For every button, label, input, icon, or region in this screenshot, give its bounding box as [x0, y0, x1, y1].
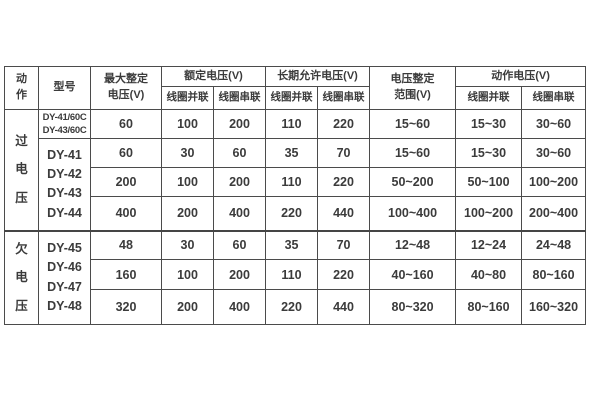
value-cell: 400 — [212, 196, 267, 231]
subheader-coil-parallel: 线圈并联 — [455, 86, 523, 110]
header-rated-voltage: 额定电压(V) — [160, 66, 267, 87]
value-cell: 100 — [161, 167, 214, 197]
value-cell: 200~400 — [521, 196, 587, 231]
value-cell: 15~60 — [369, 138, 457, 168]
subheader-coil-parallel: 线圈并联 — [161, 86, 214, 110]
value-cell: 30 — [161, 138, 214, 168]
table-row: 欠 电 压 DY-45 DY-46 DY-47 DY-48 48 30 60 3… — [4, 229, 587, 325]
subheader-coil-series: 线圈串联 — [317, 86, 371, 110]
value-cell: 100~200 — [521, 167, 587, 197]
table-row: 过 电 压 DY-41/60C DY-43/60C 60 100 200 110… — [4, 109, 587, 231]
header-operating-voltage: 动作电压(V) — [455, 66, 587, 87]
action-group-undervoltage: 欠 电 压 — [4, 229, 39, 325]
value-cell: 30~60 — [521, 109, 587, 139]
value-cell: 15~30 — [455, 138, 523, 168]
value-cell: 440 — [317, 196, 371, 231]
model-cell: DY-41/60C DY-43/60C — [38, 109, 91, 139]
value-cell: 220 — [317, 167, 371, 197]
value-cell: 80~160 — [521, 259, 587, 290]
value-cell: 200 — [161, 196, 214, 231]
value-cell: 30~60 — [521, 138, 587, 168]
header-action: 动 作 — [4, 66, 39, 110]
value-cell: 60 — [90, 109, 162, 139]
value-cell: 110 — [265, 109, 319, 139]
value-cell: 200 — [90, 167, 162, 197]
header-row-main: 动 作 型号 最大整定 电压(V) 额定电压(V) 长期允许电压(V) 电压整定… — [4, 66, 587, 110]
value-cell: 400 — [212, 289, 267, 325]
table-row: 200 100 200 110 220 50~200 50~100 100~20… — [5, 167, 587, 197]
subheader-coil-series: 线圈串联 — [521, 86, 587, 110]
value-cell: 220 — [265, 289, 319, 325]
value-cell: 200 — [212, 109, 267, 139]
value-cell: 60 — [212, 138, 267, 168]
value-cell: 35 — [265, 138, 319, 168]
value-cell: 100~400 — [369, 196, 457, 231]
model-cell: DY-41 DY-42 DY-43 DY-44 — [38, 138, 91, 231]
value-cell: 220 — [317, 109, 371, 139]
value-cell: 200 — [161, 289, 214, 325]
table-row: 320 200 400 220 440 80~320 80~160 160~32… — [5, 289, 587, 325]
value-cell: 48 — [90, 229, 162, 260]
value-cell: 12~48 — [369, 229, 457, 260]
value-cell: 40~80 — [455, 259, 523, 290]
value-cell: 100 — [161, 259, 214, 290]
value-cell: 100~200 — [455, 196, 523, 231]
value-cell: 70 — [317, 138, 371, 168]
value-cell: 60 — [90, 138, 162, 168]
model-cell: DY-45 DY-46 DY-47 DY-48 — [38, 229, 91, 325]
value-cell: 80~320 — [369, 289, 457, 325]
value-cell: 160 — [90, 259, 162, 290]
table-row: 400 200 400 220 440 100~400 100~200 200~… — [5, 196, 587, 231]
value-cell: 220 — [265, 196, 319, 231]
value-cell: 50~200 — [369, 167, 457, 197]
header-row-sub: 线圈并联 线圈串联 线圈并联 线圈串联 线圈并联 线圈串联 — [5, 86, 587, 110]
value-cell: 35 — [265, 229, 319, 260]
relay-spec-table: 动 作 型号 最大整定 电压(V) 额定电压(V) 长期允许电压(V) 电压整定… — [4, 66, 587, 325]
value-cell: 440 — [317, 289, 371, 325]
value-cell: 200 — [212, 167, 267, 197]
header-setting-range: 电压整定 范围(V) — [369, 66, 457, 110]
value-cell: 200 — [212, 259, 267, 290]
header-model: 型号 — [38, 66, 91, 110]
value-cell: 12~24 — [455, 229, 523, 260]
subheader-coil-series: 线圈串联 — [212, 86, 267, 110]
value-cell: 110 — [265, 167, 319, 197]
value-cell: 400 — [90, 196, 162, 231]
header-max-setting-voltage: 最大整定 电压(V) — [90, 66, 162, 110]
value-cell: 24~48 — [521, 229, 587, 260]
value-cell: 40~160 — [369, 259, 457, 290]
value-cell: 100 — [161, 109, 214, 139]
action-group-overvoltage: 过 电 压 — [4, 109, 39, 231]
table-row: 160 100 200 110 220 40~160 40~80 80~160 — [5, 259, 587, 290]
value-cell: 320 — [90, 289, 162, 325]
value-cell: 50~100 — [455, 167, 523, 197]
header-long-term-voltage: 长期允许电压(V) — [265, 66, 371, 87]
table-row: DY-41 DY-42 DY-43 DY-44 60 30 60 35 70 1… — [5, 138, 587, 231]
value-cell: 15~30 — [455, 109, 523, 139]
value-cell: 80~160 — [455, 289, 523, 325]
subheader-coil-parallel: 线圈并联 — [265, 86, 319, 110]
value-cell: 110 — [265, 259, 319, 290]
value-cell: 15~60 — [369, 109, 457, 139]
value-cell: 70 — [317, 229, 371, 260]
value-cell: 60 — [212, 229, 267, 260]
value-cell: 220 — [317, 259, 371, 290]
value-cell: 160~320 — [521, 289, 587, 325]
value-cell: 30 — [161, 229, 214, 260]
